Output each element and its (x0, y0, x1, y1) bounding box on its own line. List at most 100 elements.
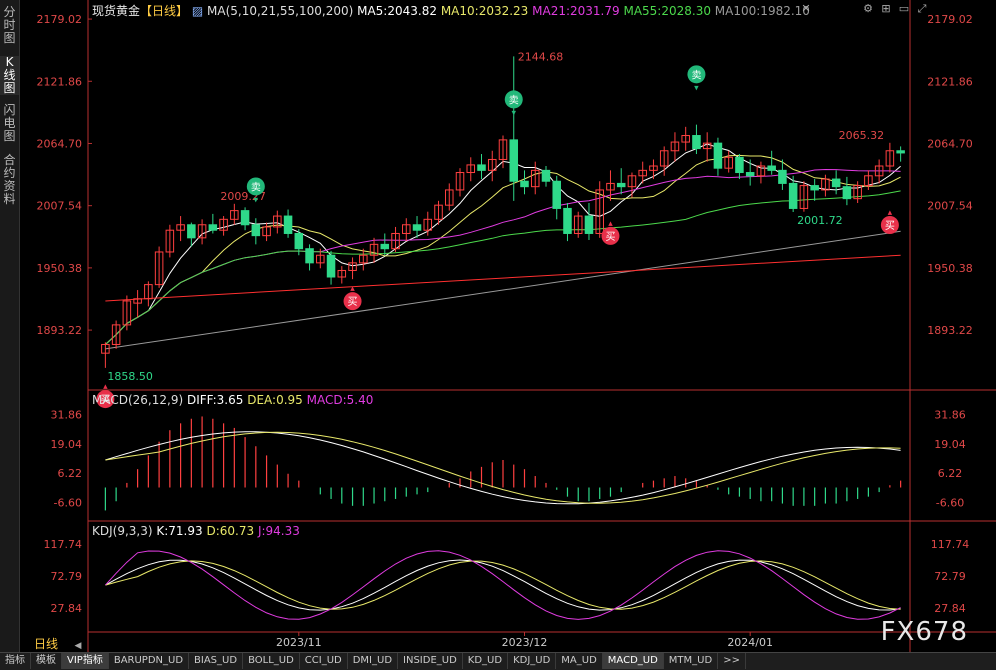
tab-flash[interactable]: 闪电图 (3, 103, 16, 143)
price-tick-left-3: 2007.54 (37, 200, 83, 213)
chart-area[interactable]: 2179.02 2179.02 2121.86 2121.86 2064.70 2064.… (20, 0, 996, 652)
price-tick-left-2: 2064.70 (37, 137, 83, 150)
candle-body-62 (767, 165, 776, 171)
bottom-tab-6[interactable]: CCI_UD (300, 653, 348, 669)
kdj-j: J:94.33 (257, 524, 300, 538)
chart-header: 现货黄金【日线】 ▨ MA(5,10,21,55,100,200) MA5:20… (92, 2, 810, 19)
ma10-value: MA10:2032.23 (440, 4, 529, 18)
bottom-tab-10[interactable]: KDJ_UD (508, 653, 557, 669)
annotation-low: 1858.50 (107, 370, 153, 383)
candle-body-38 (509, 139, 519, 182)
annotation-low-2: 2001.72 (797, 214, 843, 227)
candle-body-18 (294, 232, 304, 250)
candle-body-4 (144, 284, 153, 300)
bottom-tab-11[interactable]: MA_UD (556, 653, 603, 669)
buy-marker-label-1: 买 (348, 296, 358, 308)
candle-body-31 (434, 204, 443, 220)
candle-body-50 (638, 169, 647, 177)
candle-body-8 (187, 224, 196, 239)
kdj-k-line (105, 559, 901, 611)
buy-marker-label-3: 买 (605, 231, 615, 243)
ma-definition: MA(5,10,21,55,100,200) (207, 4, 354, 18)
candle-body-54 (681, 135, 690, 143)
bottom-tab-more[interactable]: >> (718, 653, 746, 669)
candle-body-35 (477, 164, 486, 171)
kdj-tick-right-2: 27.84 (934, 602, 966, 615)
candle-body-60 (745, 172, 755, 177)
candle-body-9 (197, 224, 207, 239)
tab-contract-info[interactable]: 合约资料 (3, 153, 16, 206)
tab-kline[interactable]: K线图 (0, 56, 19, 95)
bottom-tab-7[interactable]: DMI_UD (348, 653, 399, 669)
candle-body-33 (455, 172, 465, 191)
kdj-k: K:71.93 (156, 524, 203, 538)
candle-body-65 (799, 185, 809, 209)
bottom-tab-2[interactable]: VIP指标 (62, 653, 109, 669)
bottom-tab-5[interactable]: BOLL_UD (243, 653, 300, 669)
bottom-tab-9[interactable]: KD_UD (463, 653, 509, 669)
candle-body-64 (788, 182, 798, 209)
price-tick-right-3: 2007.54 (927, 200, 973, 213)
candle-body-10 (208, 224, 218, 231)
candle-body-46 (595, 189, 604, 234)
chart-svg[interactable]: 2179.02 2179.02 2121.86 2121.86 2064.70 2064.… (20, 0, 996, 652)
candle-body-3 (133, 298, 142, 304)
candle-body-12 (230, 210, 239, 220)
bottom-tab-1[interactable]: 模板 (31, 653, 62, 669)
candle-body-22 (337, 269, 347, 278)
kdj-tick-right-1: 72.79 (934, 570, 966, 583)
candle-body-67 (821, 178, 830, 191)
candle-body-23 (348, 262, 357, 271)
candle-body-16 (273, 215, 282, 228)
candle-body-26 (380, 243, 390, 250)
buy-arrow-1: ▴ (350, 284, 355, 294)
window-icon[interactable]: ▭ (898, 2, 910, 15)
bottom-tab-13[interactable]: MTM_UD (664, 653, 719, 669)
candle-body-72 (874, 165, 884, 177)
candle-body-55 (692, 135, 701, 150)
candle-body-74 (896, 150, 905, 154)
macd-diff-line (105, 431, 901, 505)
bottom-tab-8[interactable]: INSIDE_UD (398, 653, 463, 669)
candle-body-49 (627, 175, 637, 188)
buy-marker-label-5: 买 (885, 220, 895, 232)
bottom-tab-12[interactable]: MACD_UD (602, 653, 664, 669)
bottom-tab-0[interactable]: 指标 (0, 653, 31, 669)
buy-arrow-5: ▴ (888, 208, 893, 218)
ma55-value: MA55:2028.30 (623, 4, 711, 18)
candle-body-56 (702, 142, 712, 150)
ma-icon: ▨ (191, 4, 204, 18)
buy-marker-3 (601, 226, 620, 245)
candle-body-34 (466, 164, 476, 174)
candle-body-13 (240, 210, 250, 226)
ma100-value: MA100:1982.10 (714, 4, 810, 18)
macd-tick-left-3: -6.60 (54, 497, 82, 510)
expand-icon[interactable]: ⤢ (917, 2, 927, 15)
layout-icon[interactable]: ⊞ (881, 2, 891, 15)
bottom-tab-4[interactable]: BIAS_UD (189, 653, 244, 669)
bottom-tab-3[interactable]: BARUPDN_UD (109, 653, 190, 669)
ma55-line (105, 190, 901, 345)
tab-timeshare[interactable]: 分时图 (3, 5, 16, 45)
kdj-d: D:60.73 (206, 524, 255, 538)
price-tick-right-1: 2121.86 (927, 75, 973, 88)
kdj-tick-left-0: 117.74 (44, 538, 83, 551)
buy-marker-label-6: 买 (100, 394, 110, 406)
kdj-params: KDJ(9,3,3) (92, 524, 153, 538)
candle-body-6 (165, 229, 175, 253)
candle-body-15 (262, 226, 271, 237)
macd-dea: DEA:0.95 (247, 393, 303, 407)
candle-body-58 (724, 156, 733, 169)
candle-body-20 (316, 254, 325, 264)
ma21-value: MA21:2031.79 (532, 4, 620, 18)
macd-tick-left-1: 19.04 (51, 438, 83, 451)
sell-marker-0 (246, 177, 265, 196)
candle-body-73 (885, 150, 895, 167)
candle-body-39 (520, 180, 529, 188)
sell-arrow-4: ▾ (694, 83, 699, 93)
candle-body-37 (498, 139, 508, 160)
close-icon[interactable]: ✕ (801, 2, 811, 15)
settings-icon[interactable]: ⚙ (863, 2, 873, 15)
time-label-2: 2024/01 (727, 636, 773, 649)
price-tick-right-4: 1950.38 (927, 262, 973, 275)
